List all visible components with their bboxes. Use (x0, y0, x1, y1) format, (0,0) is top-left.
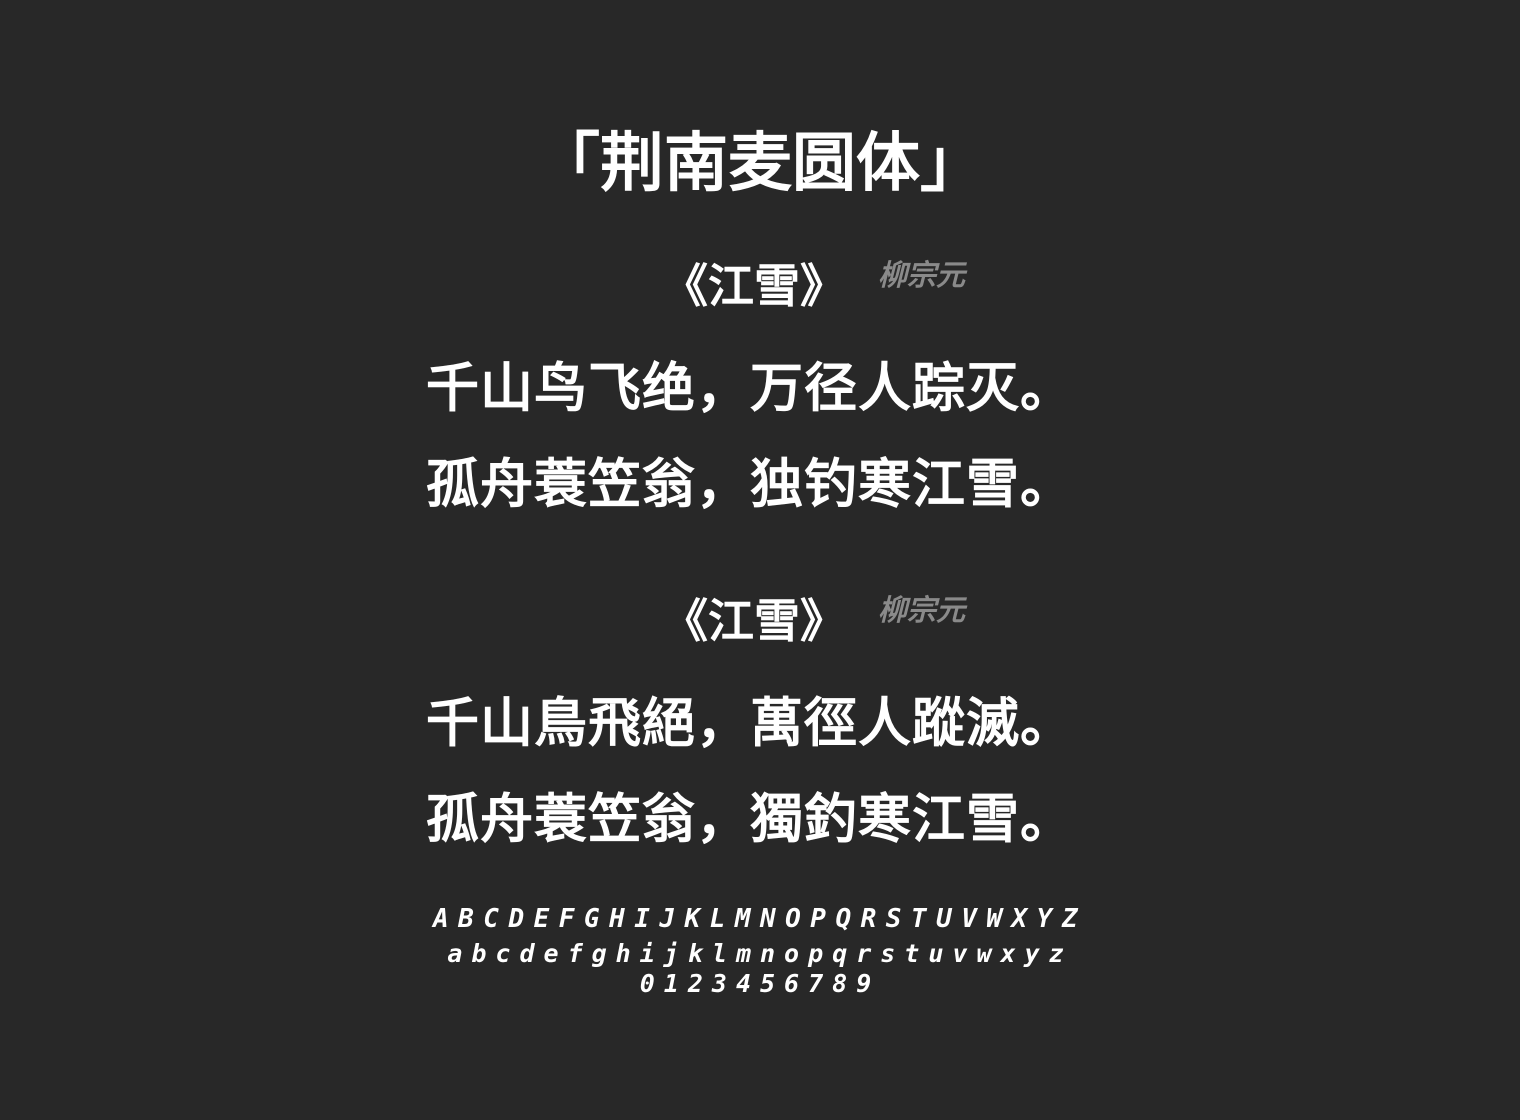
poem-line-traditional-2: 孤舟蓑笠翁，獨釣寒江雪。 (426, 789, 1074, 850)
poem-author-simplified: 柳宗元 (878, 258, 966, 292)
alphabet-lowercase: abcdefghijklmnopqrstuvwxyz (447, 939, 1073, 968)
poem-author-traditional: 柳宗元 (878, 593, 966, 627)
alphabet-digits: 0123456789 (639, 969, 881, 998)
poem-title-simplified: 《江雪》 (662, 259, 846, 313)
poem-title-traditional: 《江雪》 (662, 594, 846, 648)
poem-line-traditional-1: 千山鳥飛絕，萬徑人蹤滅。 (426, 693, 1074, 754)
poem-line-simplified-1: 千山鸟飞绝，万径人踪灭。 (426, 358, 1074, 419)
font-name-title: 「荆南麦圆体」 (536, 127, 984, 201)
poem-line-simplified-2: 孤舟蓑笠翁，独钓寒江雪。 (426, 454, 1074, 515)
alphabet-uppercase: ABCDEFGHIJKLMNOPQRSTUVWXYZ (433, 904, 1087, 934)
